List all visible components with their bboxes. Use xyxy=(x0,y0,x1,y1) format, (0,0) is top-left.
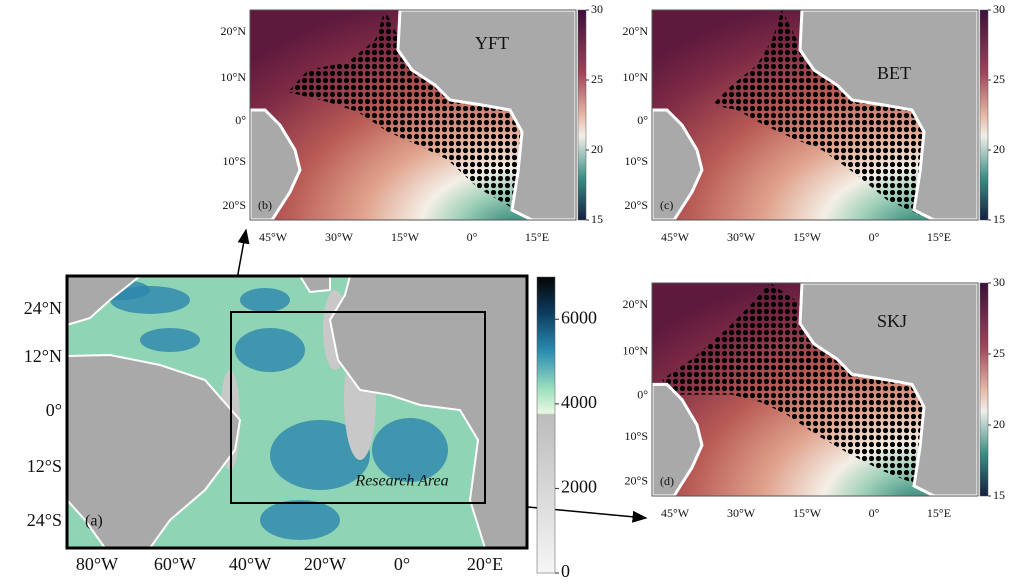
x-tick-label: 30°W xyxy=(727,230,756,244)
colorbar-tick-label: 20 xyxy=(591,142,603,156)
y-tick-label: 0° xyxy=(637,113,648,127)
deep-basin xyxy=(260,500,340,540)
y-tick-label: 20°S xyxy=(625,198,648,212)
colorbar-tick-label: 30 xyxy=(993,275,1005,289)
species-label: YFT xyxy=(475,33,509,53)
y-tick-label: 12°N xyxy=(24,346,62,366)
colorbar-tick-label: 25 xyxy=(993,72,1005,86)
map-frame xyxy=(651,9,979,221)
y-tick-label: 0° xyxy=(637,387,648,401)
map-frame xyxy=(249,9,577,221)
colorbar xyxy=(979,282,989,497)
colorbar-tick-label: 25 xyxy=(591,72,603,86)
x-tick-label: 0° xyxy=(869,230,880,244)
y-tick-label: 20°N xyxy=(623,24,649,38)
y-tick-label: 24°S xyxy=(27,510,62,530)
colorbar xyxy=(536,276,556,574)
y-tick-label: 10°N xyxy=(623,70,649,84)
x-tick-label: 0° xyxy=(394,554,410,574)
x-tick-label: 80°W xyxy=(76,554,118,574)
annotation: Research Area xyxy=(354,473,448,490)
x-tick-label: 15°E xyxy=(927,230,951,244)
panel-label: (a) xyxy=(85,513,103,530)
species-label: SKJ xyxy=(877,311,907,331)
colorbar-tick-label: 20 xyxy=(993,142,1005,156)
panel-label: (d) xyxy=(660,474,674,488)
y-tick-label: 20°S xyxy=(625,474,648,488)
colorbar-tick-label: 2000 xyxy=(561,477,597,497)
research-area xyxy=(230,311,486,504)
x-tick-label: 20°E xyxy=(467,554,503,574)
y-tick-label: 12°S xyxy=(27,456,62,476)
colorbar-tick-label: 6000 xyxy=(561,307,597,327)
x-tick-label: 15°W xyxy=(793,230,822,244)
y-tick-label: 20°N xyxy=(221,24,247,38)
y-tick-label: 20°N xyxy=(623,297,649,311)
y-tick-label: 10°N xyxy=(221,70,247,84)
deep-basin xyxy=(140,328,200,352)
colorbar-tick-label: 20 xyxy=(993,417,1005,431)
colorbar-tick-label: 15 xyxy=(993,488,1005,502)
map-frame xyxy=(651,282,979,497)
x-tick-label: 20°W xyxy=(304,554,346,574)
map-frame xyxy=(65,274,529,550)
colorbar-tick-label: 30 xyxy=(591,2,603,16)
land xyxy=(66,353,242,549)
colorbar-tick-label: 25 xyxy=(993,346,1005,360)
y-tick-label: 24°N xyxy=(24,298,62,318)
x-tick-label: 45°W xyxy=(259,230,288,244)
x-tick-label: 15°E xyxy=(525,230,549,244)
colorbar-tick-label: 15 xyxy=(993,212,1005,226)
x-tick-label: 0° xyxy=(467,230,478,244)
deep-basin xyxy=(372,418,448,482)
colorbar xyxy=(577,9,587,221)
panel-label: (c) xyxy=(660,198,673,212)
colorbar-tick-label: 4000 xyxy=(561,392,597,412)
y-tick-label: 10°S xyxy=(625,429,648,443)
colorbar xyxy=(979,9,989,221)
catch-dots xyxy=(288,10,522,208)
deep-basin xyxy=(235,328,305,372)
catch-dots xyxy=(712,10,926,215)
catch-dots xyxy=(662,283,927,486)
x-tick-label: 15°W xyxy=(391,230,420,244)
y-tick-label: 20°S xyxy=(223,198,246,212)
x-tick-label: 45°W xyxy=(661,230,690,244)
y-tick-label: 10°S xyxy=(223,154,246,168)
x-tick-label: 30°W xyxy=(727,506,756,520)
x-tick-label: 30°W xyxy=(325,230,354,244)
colorbar-tick-label: 30 xyxy=(993,2,1005,16)
x-tick-label: 15°E xyxy=(927,506,951,520)
panel-label: (b) xyxy=(258,198,272,212)
x-tick-label: 60°W xyxy=(154,554,196,574)
x-tick-label: 0° xyxy=(869,506,880,520)
colorbar-tick-label: 15 xyxy=(591,212,603,226)
species-label: BET xyxy=(877,63,911,83)
y-tick-label: 10°S xyxy=(625,154,648,168)
y-tick-label: 0° xyxy=(46,400,62,420)
x-tick-label: 15°W xyxy=(793,506,822,520)
y-tick-label: 0° xyxy=(235,113,246,127)
deep-basin xyxy=(270,420,370,490)
colorbar-tick-label: 0 xyxy=(561,561,570,581)
x-tick-label: 45°W xyxy=(661,506,690,520)
x-tick-label: 40°W xyxy=(229,554,271,574)
y-tick-label: 10°N xyxy=(623,344,649,358)
deep-basin xyxy=(240,288,290,312)
